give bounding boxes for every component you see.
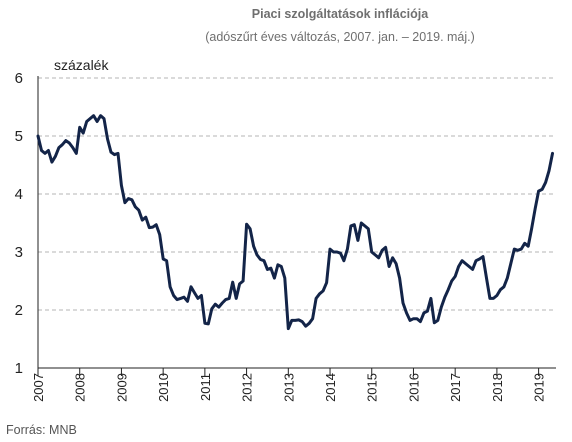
- y-tick-label: 4: [15, 186, 23, 203]
- series-line: [36, 114, 554, 331]
- x-tick-label: 2008: [73, 373, 88, 402]
- y-tick-label: 3: [15, 244, 23, 261]
- x-tick-label: 2012: [240, 373, 255, 402]
- x-tick-label: 2018: [490, 373, 505, 402]
- gridlines: [38, 77, 556, 311]
- x-tick-label: 2015: [365, 373, 380, 402]
- x-tick-label: 2017: [448, 373, 463, 402]
- source-note: Forrás: MNB: [6, 423, 77, 437]
- x-tick-label: 2011: [198, 373, 213, 401]
- x-tick-label: 2007: [31, 373, 46, 402]
- x-tick-labels: 2007 2008 2009 2010 2011 2012 2013 2014 2015 2016…: [31, 373, 547, 402]
- y-tick-labels: 1 2 3 4 5 6: [15, 70, 23, 377]
- x-tick-label: 2013: [281, 373, 296, 402]
- y-tick-label: 5: [15, 128, 23, 145]
- x-tick-label: 2009: [114, 373, 129, 402]
- y-tick-label: 1: [15, 360, 23, 377]
- series: [36, 114, 554, 331]
- axes: [37, 76, 556, 376]
- x-tick-label: 2010: [156, 373, 171, 402]
- chart-title: Piaci szolgáltatások inflációja: [251, 7, 429, 21]
- x-tick-label: 2019: [532, 373, 547, 402]
- x-tick-label: 2014: [323, 373, 338, 402]
- y-axis-unit-label: százalék: [54, 57, 109, 73]
- y-tick-label: 2: [15, 302, 23, 319]
- y-tick-label: 6: [15, 70, 23, 87]
- x-tick-label: 2016: [406, 373, 421, 402]
- chart-subtitle: (adószűrt éves változás, 2007. jan. – 20…: [205, 30, 475, 44]
